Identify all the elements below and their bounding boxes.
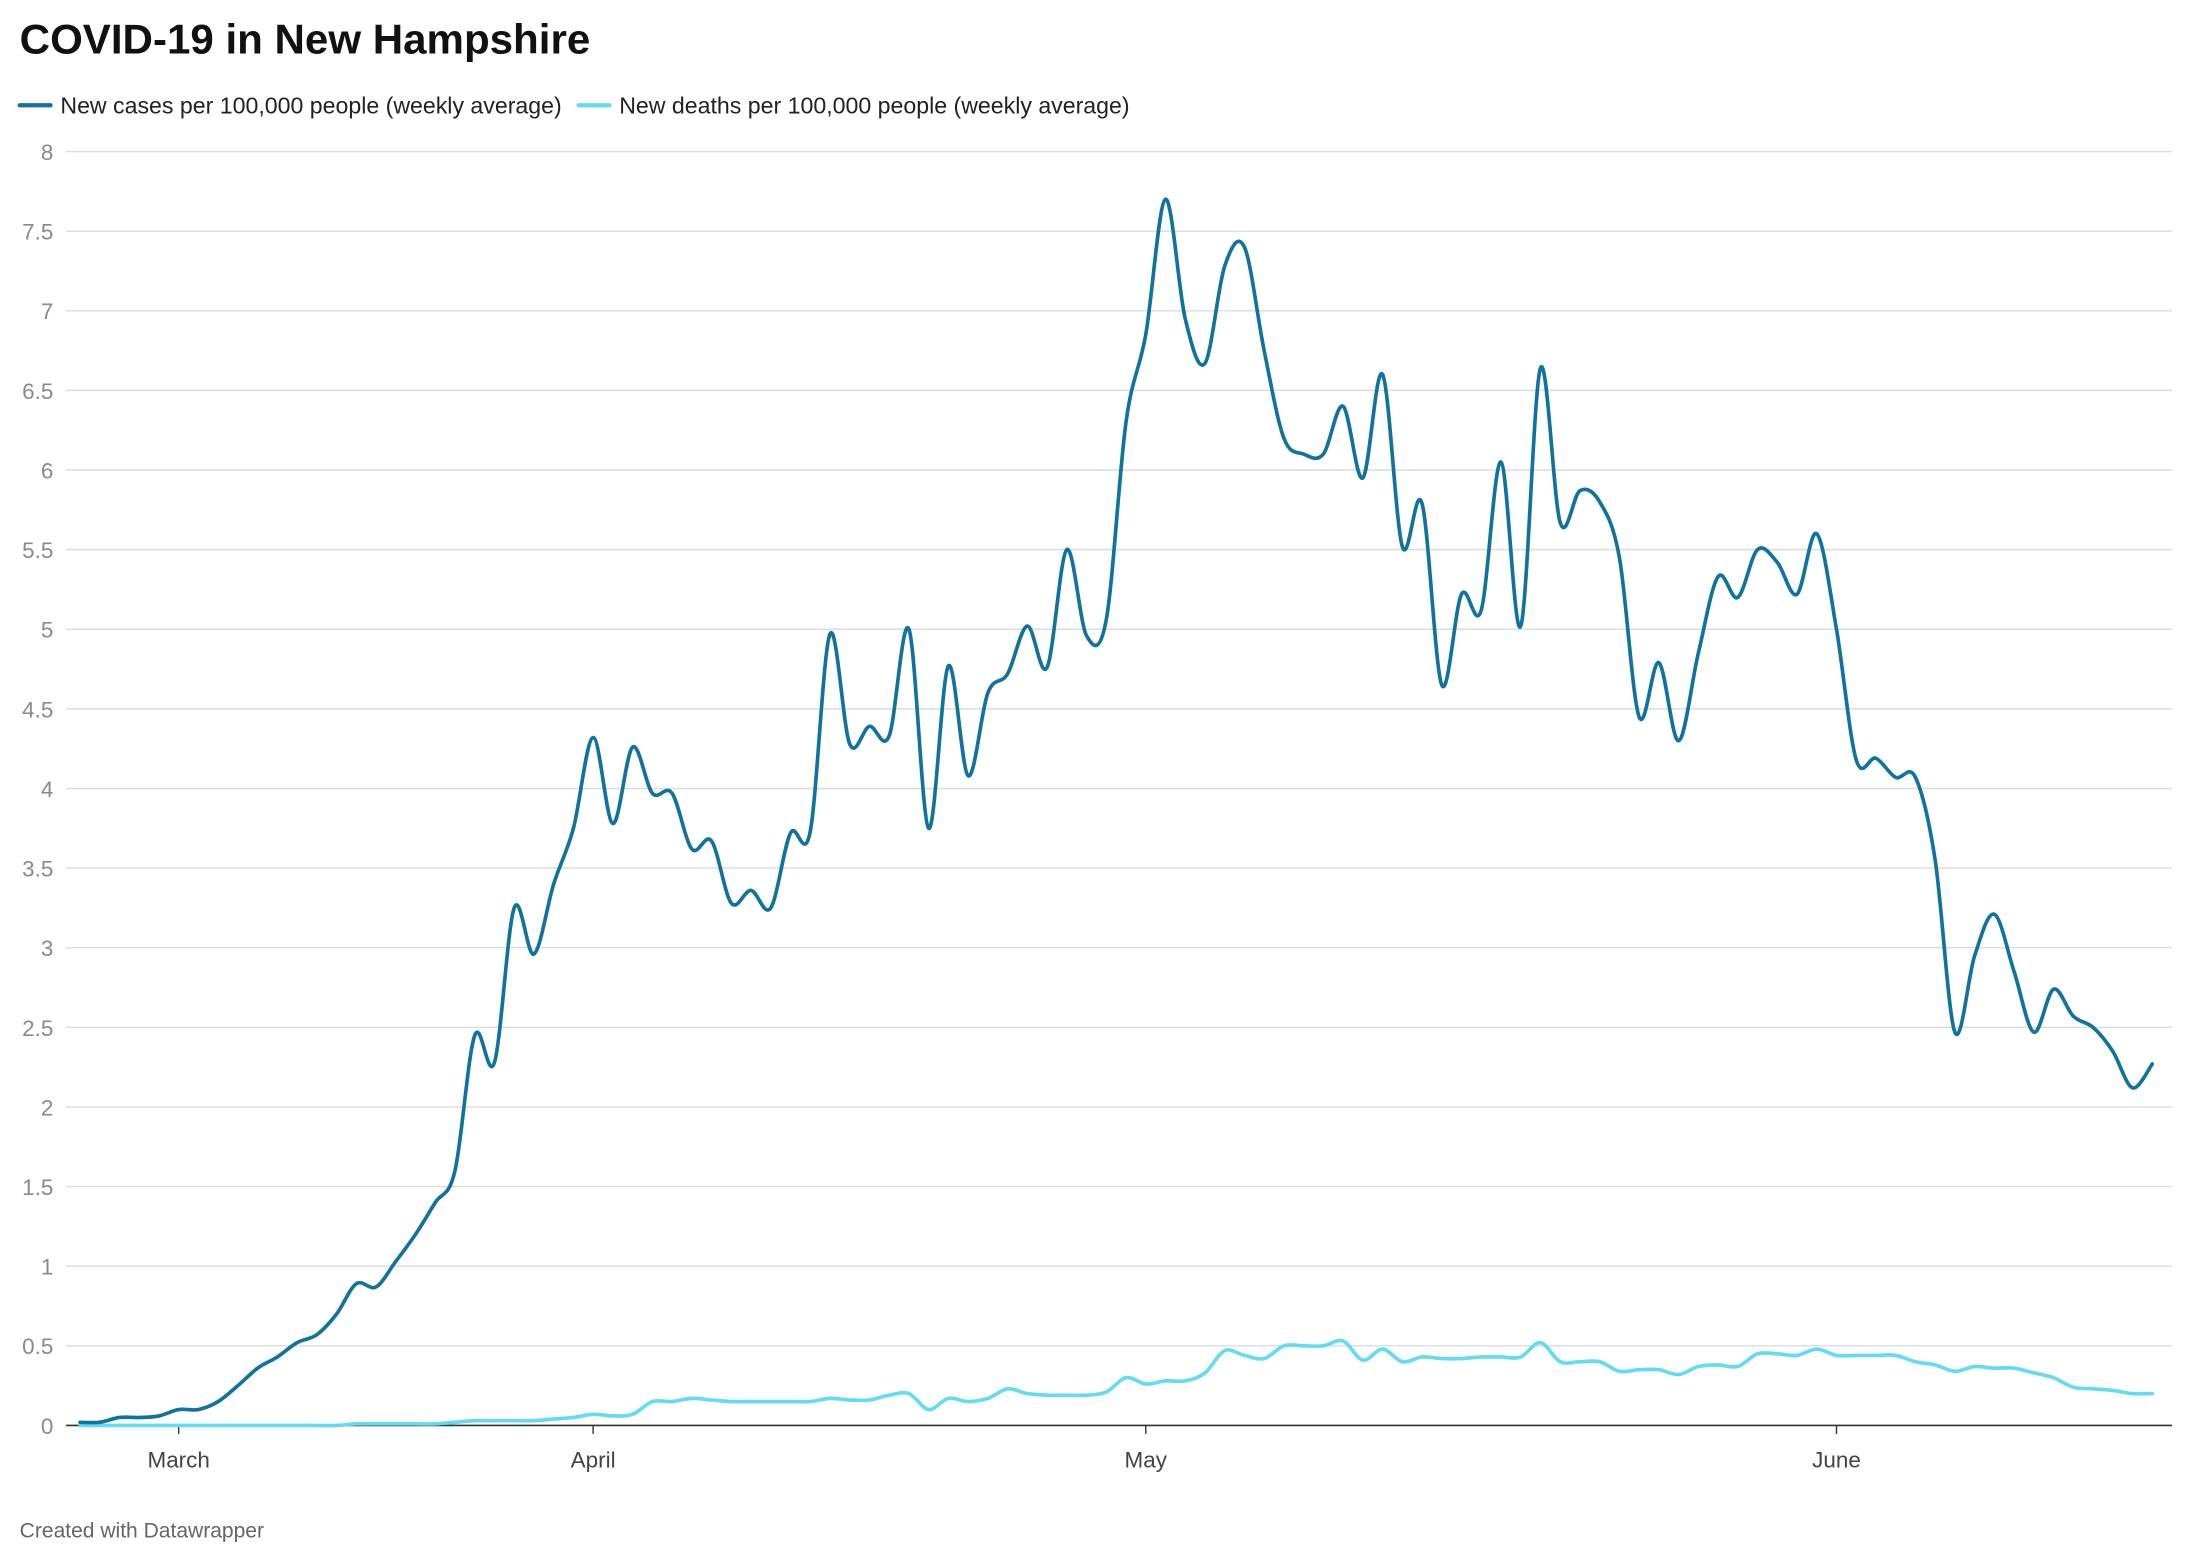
- y-tick-label: 2.5: [22, 1016, 53, 1041]
- x-tick-label: May: [1125, 1448, 1168, 1473]
- y-tick-label: 6.5: [22, 379, 53, 404]
- y-tick-label: 0.5: [22, 1334, 53, 1359]
- y-tick-label: 4: [41, 777, 53, 802]
- y-tick-label: 7.5: [22, 220, 53, 245]
- legend-label: New cases per 100,000 people (weekly ave…: [60, 93, 561, 119]
- y-tick-label: 0: [41, 1414, 53, 1439]
- y-tick-label: 3: [41, 936, 53, 961]
- x-tick-label: April: [571, 1448, 616, 1473]
- y-tick-label: 6: [41, 458, 53, 483]
- y-tick-label: 8: [41, 140, 53, 165]
- footer: Created with Datawrapper: [20, 1520, 264, 1543]
- series-line: [78, 1338, 2155, 1428]
- y-tick-label: 4.5: [22, 697, 53, 722]
- y-tick-label: 7: [41, 299, 53, 324]
- x-tick-label: June: [1812, 1448, 1861, 1473]
- series-line: [78, 197, 2155, 1425]
- y-tick-label: 3.5: [22, 857, 53, 882]
- chart-title: COVID-19 in New Hampshire: [20, 15, 591, 62]
- y-tick-label: 1: [41, 1255, 53, 1280]
- y-tick-label: 2: [41, 1095, 53, 1120]
- x-tick-label: March: [148, 1448, 210, 1473]
- y-tick-label: 1.5: [22, 1175, 53, 1200]
- legend-label: New deaths per 100,000 people (weekly av…: [619, 93, 1129, 119]
- y-tick-label: 5: [41, 618, 53, 643]
- y-tick-label: 5.5: [22, 538, 53, 563]
